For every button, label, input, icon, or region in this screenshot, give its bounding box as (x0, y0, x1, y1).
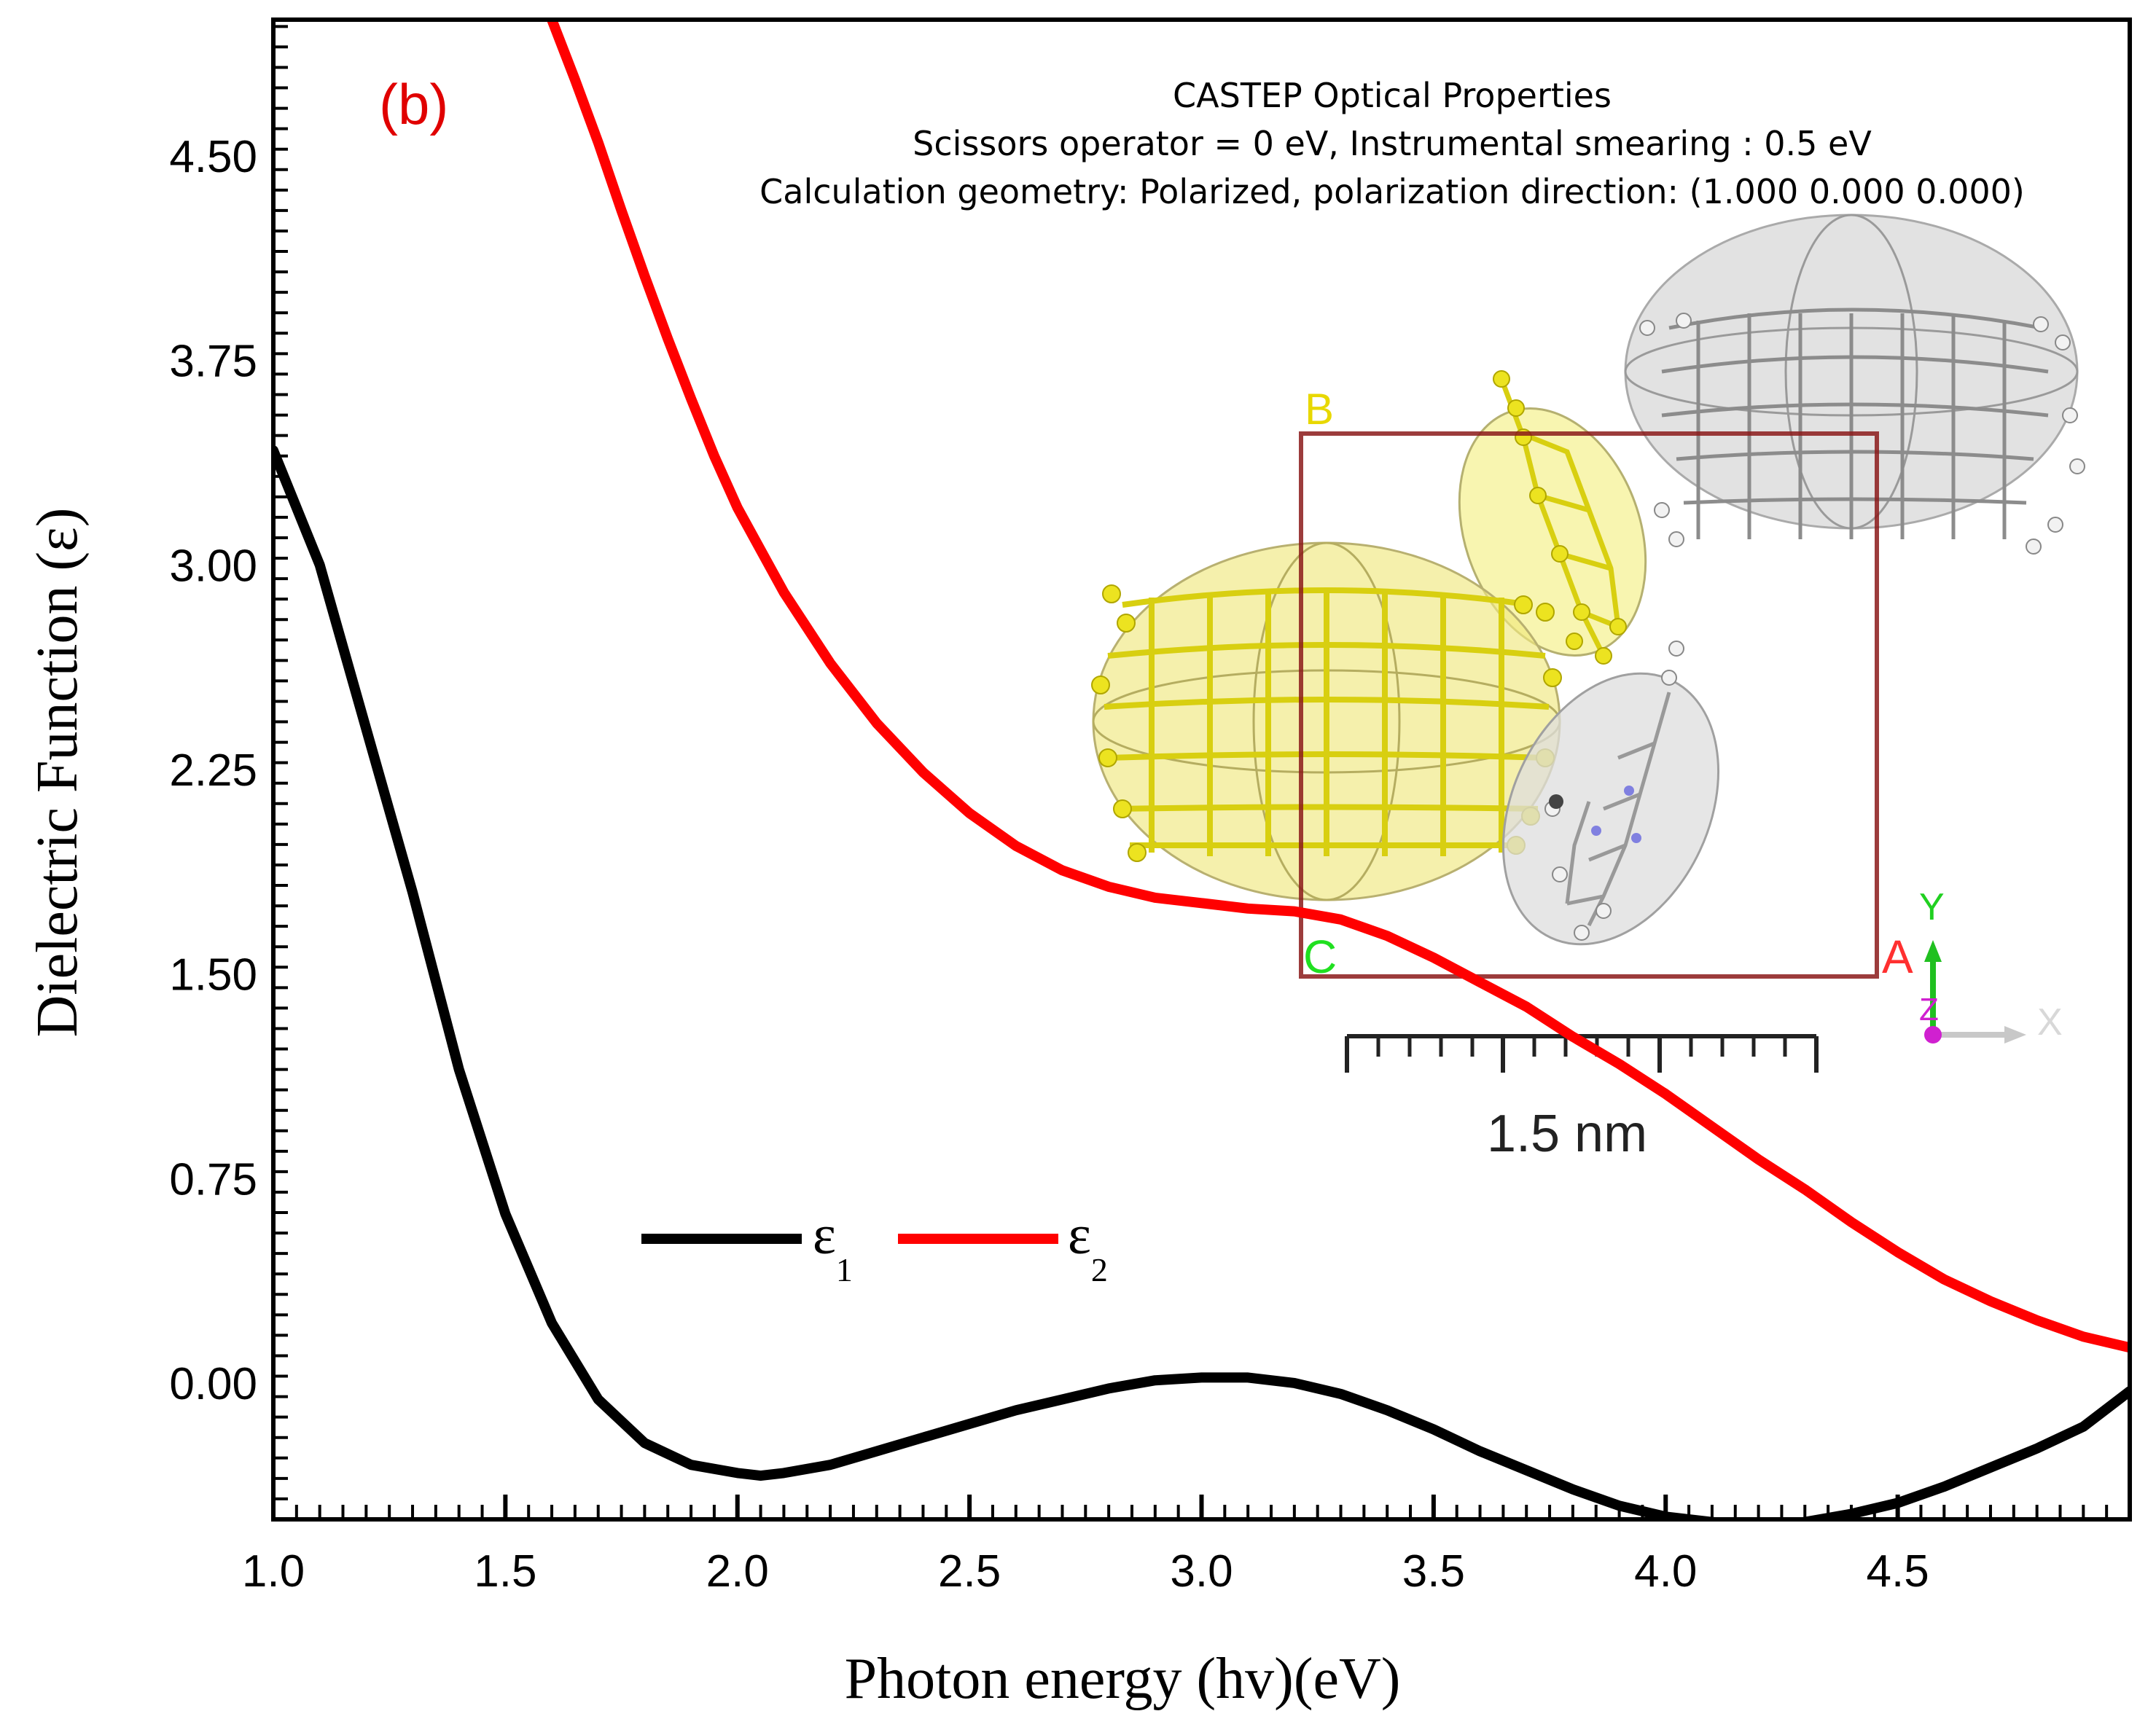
x-tick-label: 1.5 (474, 1546, 536, 1597)
inset-title: CASTEP Optical Properties (1173, 76, 1612, 115)
yellow-nanotube (1091, 541, 1562, 901)
y-tick-label: 0.00 (169, 1359, 257, 1409)
y-tick-label: 0.75 (169, 1154, 257, 1205)
legend: ε1 ε2 (641, 1205, 1108, 1288)
cell-label-a: A (1882, 931, 1913, 983)
x-tick-label: 4.0 (1634, 1546, 1697, 1597)
x-tick-label: 1.0 (242, 1546, 305, 1597)
yellow-small-molecule (1458, 370, 1647, 665)
inset-illustration: CASTEP Optical Properties Scissors opera… (759, 76, 2085, 1163)
series-layer (273, 20, 2130, 1519)
axis-x-label: X (2037, 1001, 2063, 1044)
orientation-axes: Y Z X (1919, 886, 2063, 1044)
x-tick-label: 3.5 (1402, 1546, 1465, 1597)
grey-nanotube (1624, 214, 2085, 555)
x-tick-label: 4.5 (1867, 1546, 1929, 1597)
scale-bar-label: 1.5 nm (1487, 1105, 1647, 1163)
legend-label-eps2: ε2 (1068, 1205, 1108, 1288)
panel-label: (b) (379, 72, 448, 136)
axis-z-label: Z (1919, 992, 1939, 1027)
y-axis-title: Dielectric Function (ε) (26, 508, 90, 1038)
series-line-eps1 (273, 445, 2130, 1519)
x-axis-title: Photon energy (hv)(eV) (845, 1647, 1401, 1711)
scale-bar: 1.5 nm (1345, 1034, 1819, 1163)
grey-small-molecule (1501, 641, 1720, 946)
y-tick-label: 2.25 (169, 745, 257, 796)
inset-line-2: Scissors operator = 0 eV, Instrumental s… (913, 124, 1872, 163)
y-tick-label: 3.00 (169, 541, 257, 591)
y-tick-label: 1.50 (169, 950, 257, 1001)
x-tick-label: 2.0 (706, 1546, 769, 1597)
series-line-eps2 (547, 20, 2130, 1353)
ticks-layer: 1.0 1.5 2.0 2.5 3.0 3.5 4.0 4.5 0.00 0.75 1.50 2.25… (169, 25, 2132, 1597)
cell-label-c: C (1303, 931, 1337, 983)
y-tick-label: 4.50 (169, 132, 257, 182)
x-tick-label: 3.0 (1170, 1546, 1233, 1597)
x-tick-label: 2.5 (938, 1546, 1001, 1597)
axis-y-label: Y (1919, 886, 1945, 928)
y-tick-label: 3.75 (169, 337, 257, 387)
cell-label-b: B (1305, 385, 1334, 434)
unit-cell-box (1299, 431, 1879, 979)
inset-line-3: Calculation geometry: Polarized, polariz… (759, 172, 2025, 211)
legend-label-eps1: ε1 (813, 1205, 853, 1288)
